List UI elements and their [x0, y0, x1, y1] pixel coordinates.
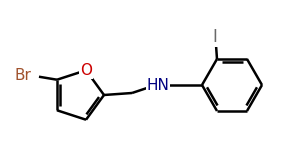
Text: Br: Br	[14, 68, 31, 83]
Text: O: O	[80, 63, 92, 78]
Text: I: I	[213, 28, 218, 46]
Text: HN: HN	[147, 78, 169, 92]
